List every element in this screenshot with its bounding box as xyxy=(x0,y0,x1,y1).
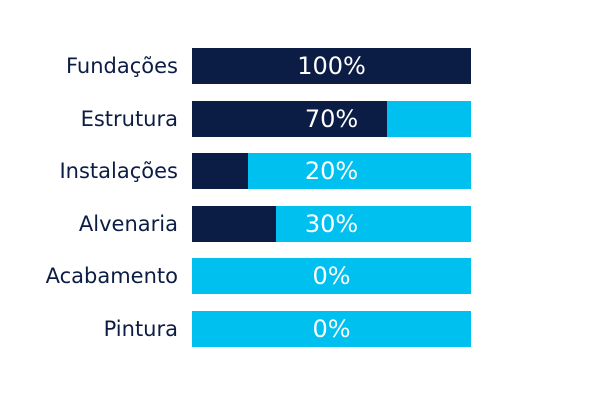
progress-bar-complete xyxy=(192,48,471,84)
progress-bar-complete xyxy=(192,206,276,242)
category-label: Fundações xyxy=(65,54,178,78)
progress-bar-remaining: 70% xyxy=(192,101,471,137)
category-label: Acabamento xyxy=(45,264,178,288)
value-label: 100% xyxy=(297,52,366,80)
progress-bar-remaining: 100% xyxy=(192,48,471,84)
value-label: 0% xyxy=(312,262,351,290)
value-label: 30% xyxy=(304,210,359,238)
progress-bar-remaining: 0% xyxy=(192,258,471,294)
category-label: Estrutura xyxy=(80,107,178,131)
progress-bar-remaining: 0% xyxy=(192,311,471,347)
progress-bar-remaining: 20% xyxy=(192,153,471,189)
progress-bar-remaining: 30% xyxy=(192,206,471,242)
value-label: 0% xyxy=(312,315,351,343)
progress-bar-complete xyxy=(192,101,388,137)
category-label: Alvenaria xyxy=(78,212,178,236)
category-label: Instalações xyxy=(59,159,178,183)
progress-bar-complete xyxy=(192,153,248,189)
value-label: 20% xyxy=(304,157,359,185)
category-label: Pintura xyxy=(103,317,178,341)
value-label: 70% xyxy=(304,105,359,133)
